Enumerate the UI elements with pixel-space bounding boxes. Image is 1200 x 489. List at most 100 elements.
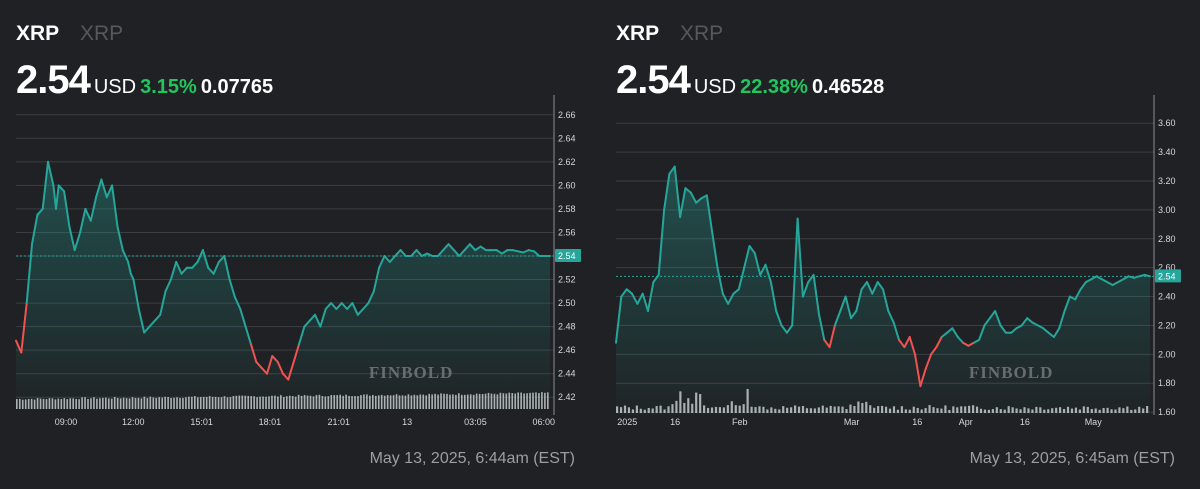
change-percent: 22.38% (740, 76, 808, 98)
price-segment (362, 302, 370, 310)
y-tick-label: 3.60 (1158, 118, 1176, 128)
price-segment (356, 308, 365, 316)
y-tick-label: 2.44 (558, 369, 576, 379)
y-tick-label: 2.60 (558, 180, 576, 190)
price-segment (159, 290, 167, 316)
price-segment (1036, 324, 1045, 330)
price-segment (20, 302, 28, 354)
price-segment (111, 184, 119, 228)
price-segment (689, 191, 698, 204)
price-segment (217, 255, 226, 263)
price-segment (668, 165, 676, 175)
quote-row: 2.54 USD 3.15% 0.07765 (16, 58, 273, 103)
price-segment (351, 302, 359, 316)
x-tick-label: Apr (959, 417, 973, 427)
price-segment (641, 292, 649, 312)
price-segment (276, 360, 284, 375)
price-segment (876, 281, 884, 291)
price-segment (84, 207, 92, 222)
symbol: XRP (616, 22, 660, 45)
price-segment (201, 249, 210, 269)
price-segment (164, 278, 172, 293)
price-chart-ytd[interactable]: 1.60 1.80 2.00 2.20 2.40 2.60 2.80 3.00 3.20 3.40… (600, 95, 1200, 435)
price-segment (764, 263, 772, 284)
price-segment (978, 324, 986, 341)
price-segment (1079, 281, 1087, 291)
price-segment (882, 288, 890, 312)
price-segment (452, 249, 461, 257)
watermark: FINBOLD (369, 363, 453, 382)
price-segment (1042, 327, 1050, 334)
price-segment (999, 324, 1007, 334)
price-segment (759, 263, 767, 276)
y-tick-label: 3.20 (1158, 176, 1176, 186)
price-segment (308, 313, 316, 322)
price-segment (68, 225, 76, 252)
price-segment (1052, 327, 1061, 338)
price-segment (983, 317, 991, 327)
price-segment (196, 249, 204, 263)
price-segment (415, 249, 423, 257)
price-segment (335, 302, 343, 310)
price-segment (244, 325, 252, 346)
price-segment (1063, 295, 1071, 312)
price-segment (25, 243, 33, 305)
price-segment (89, 196, 98, 222)
price-segment (908, 336, 916, 356)
asset-name: XRP (680, 22, 724, 45)
price-segment (780, 324, 788, 334)
price-segment (684, 187, 692, 194)
price-segment (324, 302, 333, 310)
y-tick-label: 2.00 (1158, 349, 1176, 359)
price-segment (442, 243, 450, 252)
price-segment (447, 243, 455, 252)
price-segment (956, 336, 965, 344)
price-segment (260, 366, 268, 375)
price-segment (860, 281, 868, 291)
price-segment (372, 266, 381, 293)
price-segment (340, 302, 349, 310)
price-segment (1117, 278, 1125, 284)
price-segment (388, 255, 397, 263)
price-segment (1026, 317, 1034, 324)
price-segment (737, 266, 746, 291)
price-segment (972, 338, 981, 344)
price-segment (63, 190, 71, 228)
price-segment (250, 343, 258, 363)
price-segment (657, 208, 666, 276)
price-segment (1100, 278, 1109, 284)
x-tick-label: 09:00 (55, 417, 78, 427)
price-segment (1095, 275, 1103, 281)
price-segment (271, 355, 279, 363)
price-segment (137, 308, 146, 334)
x-tick-label: 21:01 (328, 417, 351, 427)
price-segment (41, 160, 49, 210)
y-tick-label: 3.00 (1158, 205, 1176, 215)
price-segment (828, 324, 836, 349)
price-segment (1031, 321, 1039, 327)
current-price-tag (555, 249, 581, 262)
price-segment (833, 310, 842, 327)
price-segment (410, 249, 418, 257)
price-segment (732, 288, 740, 295)
price-segment (180, 266, 188, 275)
y-tick-label: 2.60 (1158, 263, 1176, 273)
price-segment (844, 295, 852, 320)
price-segment (143, 325, 151, 334)
change-percent: 3.15% (140, 76, 197, 98)
price-segment (1058, 310, 1066, 330)
price-segment (292, 343, 300, 363)
left-panel: XRP XRP 2.54 USD 3.15% 0.07765 2.42 2.44 2.46… (0, 22, 600, 467)
symbol: XRP (16, 22, 60, 45)
price-segment (458, 249, 466, 257)
y-tick-label: 2.52 (558, 275, 576, 285)
price-segment (495, 249, 503, 255)
price-segment (319, 308, 327, 328)
price-segment (47, 160, 55, 187)
x-tick-label: 16 (1020, 417, 1030, 427)
price: 2.54 (16, 58, 91, 102)
price-chart-1d[interactable]: 2.42 2.44 2.46 2.48 2.50 2.52 2.54 2.56 2.58 2.60… (0, 95, 600, 435)
y-tick-label: 1.60 (1158, 407, 1176, 417)
price-segment (962, 341, 970, 347)
price-segment (378, 255, 386, 269)
